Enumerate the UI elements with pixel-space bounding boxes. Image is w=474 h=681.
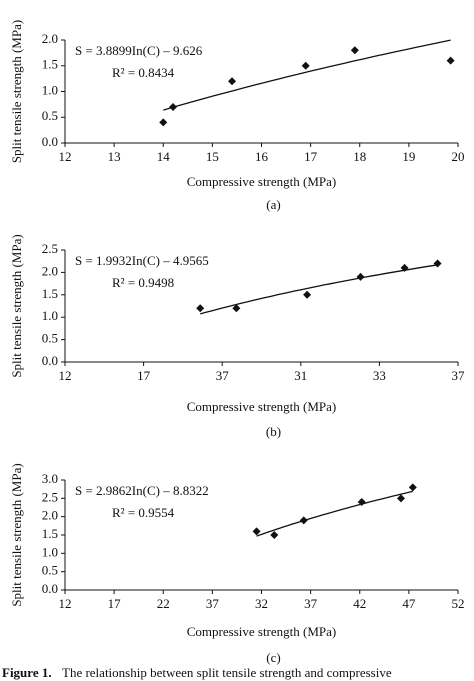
x-tick-label: 16 bbox=[255, 149, 269, 164]
x-tick-label: 37 bbox=[304, 596, 318, 611]
point bbox=[232, 304, 241, 313]
x-tick-label: 18 bbox=[353, 149, 366, 164]
y-tick-label: 2.0 bbox=[42, 31, 58, 46]
x-axis-title: Compressive strength (MPa) bbox=[187, 624, 336, 639]
x-tick-label: 33 bbox=[373, 368, 386, 383]
y-tick-label: 2.5 bbox=[42, 241, 58, 256]
y-tick-label: 1.5 bbox=[42, 57, 58, 72]
y-tick-label: 2.0 bbox=[42, 263, 58, 278]
point bbox=[159, 118, 168, 127]
x-tick-label: 17 bbox=[108, 596, 122, 611]
point bbox=[228, 77, 237, 86]
point bbox=[196, 304, 205, 313]
y-tick-label: 2.0 bbox=[42, 508, 58, 523]
y-axis-title: Split tensile strength (MPa) bbox=[9, 234, 24, 377]
x-tick-label: 37 bbox=[452, 368, 466, 383]
r-squared: R² = 0.9498 bbox=[112, 275, 174, 290]
x-tick-label: 47 bbox=[402, 596, 416, 611]
x-tick-label: 20 bbox=[452, 149, 465, 164]
y-tick-label: 0.0 bbox=[42, 581, 58, 596]
x-tick-label: 31 bbox=[294, 368, 307, 383]
equation: S = 3.8899In(C) – 9.626 bbox=[75, 43, 203, 58]
equation: S = 1.9932In(C) – 4.9565 bbox=[75, 253, 209, 268]
point bbox=[397, 494, 406, 503]
x-tick-label: 32 bbox=[255, 596, 268, 611]
trend-line bbox=[256, 490, 413, 537]
trend-line bbox=[200, 264, 438, 315]
y-tick-label: 0.5 bbox=[42, 563, 58, 578]
y-tick-label: 1.0 bbox=[42, 82, 58, 97]
panel-label: (c) bbox=[266, 650, 280, 665]
x-tick-label: 12 bbox=[59, 368, 72, 383]
y-tick-label: 0.5 bbox=[42, 108, 58, 123]
point bbox=[433, 259, 442, 268]
x-tick-label: 12 bbox=[59, 596, 72, 611]
point bbox=[301, 61, 310, 70]
r-squared: R² = 0.8434 bbox=[112, 65, 175, 80]
x-tick-label: 14 bbox=[157, 149, 171, 164]
point bbox=[357, 498, 366, 506]
y-tick-label: 1.0 bbox=[42, 308, 58, 323]
x-tick-label: 12 bbox=[59, 149, 72, 164]
r-squared: R² = 0.9554 bbox=[112, 505, 175, 520]
x-axis-title: Compressive strength (MPa) bbox=[187, 174, 336, 189]
point bbox=[350, 46, 359, 55]
point bbox=[252, 527, 261, 536]
y-axis-title: Split tensile strength (MPa) bbox=[9, 463, 24, 606]
panel-label: (b) bbox=[266, 424, 281, 439]
equation: S = 2.9862In(C) – 8.8322 bbox=[75, 483, 209, 498]
x-tick-label: 17 bbox=[137, 368, 151, 383]
x-tick-label: 37 bbox=[206, 596, 220, 611]
x-tick-label: 13 bbox=[108, 149, 121, 164]
x-tick-label: 15 bbox=[206, 149, 219, 164]
caption-label: Figure 1. bbox=[2, 665, 52, 680]
x-tick-label: 37 bbox=[216, 368, 230, 383]
point bbox=[446, 56, 455, 65]
x-tick-label: 42 bbox=[353, 596, 366, 611]
point bbox=[299, 516, 308, 525]
y-tick-label: 1.5 bbox=[42, 286, 58, 301]
y-tick-label: 0.0 bbox=[42, 134, 58, 149]
point bbox=[356, 272, 365, 281]
y-tick-label: 0.5 bbox=[42, 331, 58, 346]
panel-label: (a) bbox=[266, 197, 280, 212]
y-tick-label: 1.5 bbox=[42, 526, 58, 541]
x-tick-label: 17 bbox=[304, 149, 318, 164]
y-tick-label: 2.5 bbox=[42, 489, 58, 504]
y-axis-title: Split tensile strength (MPa) bbox=[9, 20, 24, 163]
y-tick-label: 3.0 bbox=[42, 471, 58, 486]
x-axis-title: Compressive strength (MPa) bbox=[187, 399, 336, 414]
x-tick-label: 19 bbox=[402, 149, 415, 164]
point bbox=[169, 102, 178, 111]
point bbox=[270, 531, 279, 539]
point bbox=[303, 290, 312, 299]
x-tick-label: 22 bbox=[157, 596, 170, 611]
x-tick-label: 52 bbox=[452, 596, 465, 611]
trend-line bbox=[163, 39, 451, 111]
y-tick-label: 0.0 bbox=[42, 353, 58, 368]
caption-text: The relationship between split tensile s… bbox=[62, 665, 392, 680]
point bbox=[400, 263, 409, 272]
y-tick-label: 1.0 bbox=[42, 544, 58, 559]
point bbox=[408, 483, 417, 492]
